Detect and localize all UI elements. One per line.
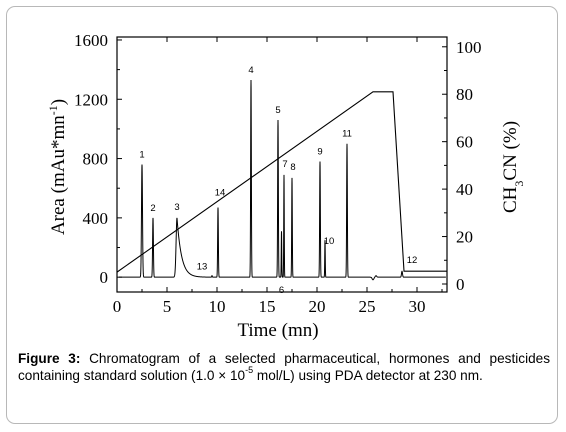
x-tick-label: 10: [209, 297, 226, 316]
chromatogram-chart: 0 5 10 15 20 25 30040080012001600020406080100 …: [46, 31, 526, 341]
peak-label: 8: [290, 162, 295, 173]
peak-label: 2: [150, 203, 155, 214]
y-right-tick-label: 0: [456, 275, 465, 294]
x-tick-label: 5: [163, 297, 172, 316]
y-right-tick-label: 100: [456, 38, 482, 57]
plot-frame: [116, 36, 448, 293]
y-left-tick-label: 400: [83, 209, 109, 228]
peak-label: 12: [407, 255, 418, 266]
peak-label: 4: [248, 65, 253, 76]
peak-label: 11: [342, 129, 352, 140]
x-tick-label: 20: [309, 297, 326, 316]
y-axis-left-label: Area (mAu*mn-1): [46, 99, 69, 235]
caption-exponent: -5: [245, 365, 254, 376]
peak-label: 3: [174, 202, 179, 213]
y-axis-right-label: CH3CN (%): [500, 121, 526, 213]
peak-label: 5: [275, 105, 280, 116]
svg-text:Area (mAu*mn-1): Area (mAu*mn-1): [46, 99, 69, 235]
caption-lead: Figure 3:: [18, 351, 81, 366]
y-left-tick-label: 1600: [74, 31, 108, 50]
peak-label: 9: [317, 147, 322, 158]
x-tick-label: 15: [259, 297, 276, 316]
caption-text-1: Chromatogram of a selected pharmaceutica…: [18, 351, 551, 383]
y-left-tick-label: 0: [100, 268, 109, 287]
svg-text:CH3CN (%): CH3CN (%): [500, 121, 526, 213]
x-axis-label: Time (mn): [237, 320, 318, 341]
y-right-tick-label: 80: [456, 85, 473, 104]
x-tick-label: 25: [359, 297, 376, 316]
peak-label: 1: [139, 150, 144, 161]
y-right-tick-label: 60: [456, 133, 473, 152]
caption-text-2: mol/L) using PDA detector at 230 nm.: [253, 368, 483, 383]
figure-frame: [6, 6, 558, 424]
peak-label: 10: [324, 236, 335, 247]
figure-caption: Figure 3: Chromatogram of a selected pha…: [18, 350, 550, 384]
y-left-tick-label: 800: [83, 150, 109, 169]
peak-label: 13: [197, 262, 208, 273]
peak-label: 6: [279, 285, 284, 296]
y-right-tick-label: 40: [456, 180, 473, 199]
y-left-tick-label: 1200: [74, 90, 108, 109]
peak-label: 7: [282, 159, 287, 170]
y-right-tick-label: 20: [456, 228, 473, 247]
x-tick-label: 30: [409, 297, 426, 316]
x-tick-label: 0: [113, 297, 122, 316]
chromatogram-trace: [119, 79, 446, 281]
gradient-line: [116, 91, 447, 273]
peak-label: 14: [215, 187, 226, 198]
